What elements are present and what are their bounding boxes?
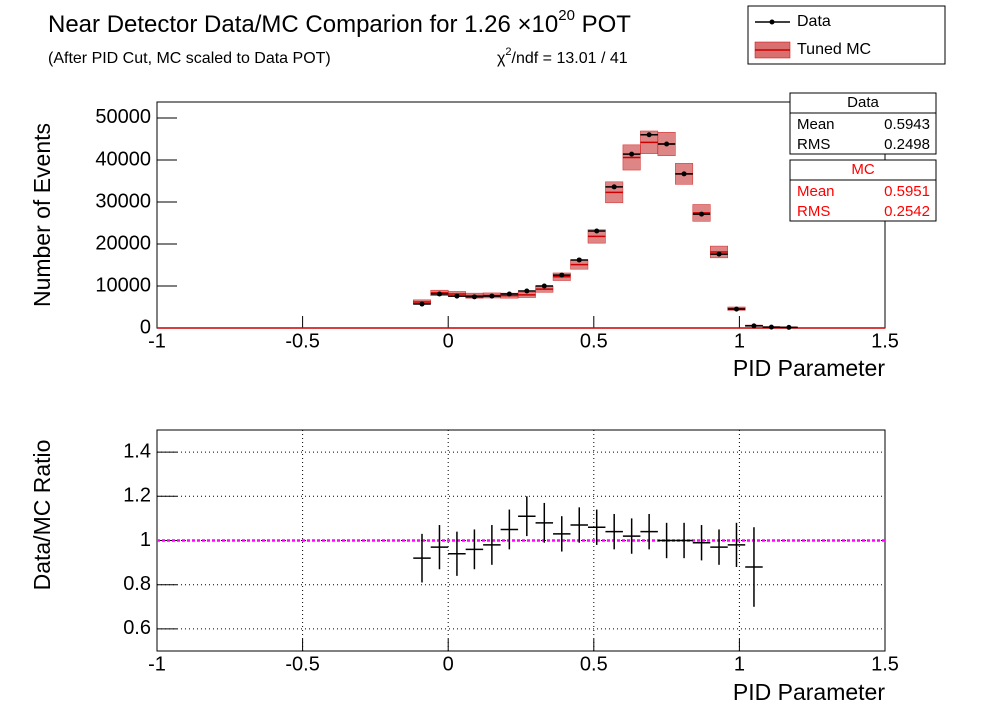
stats-title: Data bbox=[847, 94, 879, 111]
x-axis-title: PID Parameter bbox=[733, 355, 885, 381]
x-tick-label: 0 bbox=[443, 653, 454, 675]
x-tick-label: 1 bbox=[734, 330, 745, 352]
x-tick-label: -1 bbox=[148, 330, 166, 352]
stats-key: RMS bbox=[797, 136, 830, 153]
data-point bbox=[559, 272, 565, 278]
y-tick-label: 0 bbox=[140, 316, 151, 338]
data-point bbox=[611, 184, 617, 190]
chi2-symbol: χ bbox=[497, 50, 506, 67]
legend: Data Tuned MC bbox=[747, 5, 946, 65]
stats-value: 0.5943 bbox=[884, 116, 930, 133]
data-point bbox=[646, 132, 652, 138]
x-tick-label: -0.5 bbox=[285, 653, 319, 675]
data-point bbox=[576, 257, 582, 263]
y-tick-label: 0.6 bbox=[123, 617, 151, 639]
x-tick-label: 1 bbox=[734, 653, 745, 675]
data-point bbox=[454, 293, 460, 299]
x-tick-label: 0.5 bbox=[580, 653, 608, 675]
stats-key: RMS bbox=[797, 203, 830, 220]
data-point bbox=[786, 324, 792, 330]
data-point bbox=[664, 141, 670, 147]
x-tick-label: 0.5 bbox=[580, 330, 608, 352]
y-axis-title: Data/MC Ratio bbox=[29, 440, 55, 591]
data-point bbox=[733, 306, 739, 312]
x-axis-title: PID Parameter bbox=[733, 679, 885, 705]
y-tick-label: 1.4 bbox=[123, 440, 151, 462]
data-point bbox=[699, 211, 705, 217]
stats-key: Mean bbox=[797, 183, 835, 200]
y-tick-label: 1.2 bbox=[123, 485, 151, 507]
title-text: Near Detector Data/MC Comparion for 1.26… bbox=[48, 11, 558, 38]
y-tick-label: 1 bbox=[140, 529, 151, 551]
data-point bbox=[489, 293, 495, 299]
data-point bbox=[629, 151, 635, 157]
data-point bbox=[506, 291, 512, 297]
stats-key: Mean bbox=[797, 116, 835, 133]
chi2-exponent: 2 bbox=[505, 46, 511, 58]
title-suffix: POT bbox=[575, 11, 631, 38]
data-point bbox=[419, 301, 425, 307]
stats-frame bbox=[789, 92, 937, 155]
legend-label: Data bbox=[797, 13, 831, 30]
stats-value: 0.2498 bbox=[884, 136, 930, 153]
data-point bbox=[541, 283, 547, 289]
data-point bbox=[716, 251, 722, 257]
data-point bbox=[681, 171, 687, 177]
x-tick-label: 1.5 bbox=[871, 653, 899, 675]
y-tick-label: 10000 bbox=[95, 274, 151, 296]
stats-value: 0.2542 bbox=[884, 203, 930, 220]
data-point bbox=[436, 291, 442, 297]
x-tick-label: 1.5 bbox=[871, 330, 899, 352]
y-tick-label: 50000 bbox=[95, 106, 151, 128]
data-point bbox=[751, 323, 757, 329]
x-tick-label: -0.5 bbox=[285, 330, 319, 352]
data-point bbox=[768, 324, 774, 330]
legend-data-marker bbox=[769, 19, 775, 25]
stats-frame bbox=[789, 159, 937, 222]
x-tick-label: -1 bbox=[148, 653, 166, 675]
y-tick-label: 40000 bbox=[95, 148, 151, 170]
data-point bbox=[524, 288, 530, 294]
y-tick-label: 20000 bbox=[95, 232, 151, 254]
stats-box: MC Mean 0.5951 RMS 0.2542 bbox=[789, 159, 937, 222]
chi2-text: /ndf = 13.01 / 41 bbox=[512, 50, 628, 67]
y-tick-label: 30000 bbox=[95, 190, 151, 212]
subtitle: (After PID Cut, MC scaled to Data POT) bbox=[48, 50, 331, 67]
y-tick-label: 0.8 bbox=[123, 573, 151, 595]
y-axis-title: Number of Events bbox=[29, 123, 55, 307]
title-exponent: 20 bbox=[558, 7, 575, 24]
stats-title: MC bbox=[851, 161, 874, 178]
stats-box: Data Mean 0.5943 RMS 0.2498 bbox=[789, 92, 937, 155]
data-point bbox=[594, 228, 600, 234]
chart-title: Near Detector Data/MC Comparion for 1.26… bbox=[48, 7, 631, 38]
stats-value: 0.5951 bbox=[884, 183, 930, 200]
x-tick-label: 0 bbox=[443, 330, 454, 352]
chi2: χ2/ndf = 13.01 / 41 bbox=[497, 46, 628, 67]
legend-label: Tuned MC bbox=[797, 41, 871, 58]
data-point bbox=[471, 294, 477, 300]
